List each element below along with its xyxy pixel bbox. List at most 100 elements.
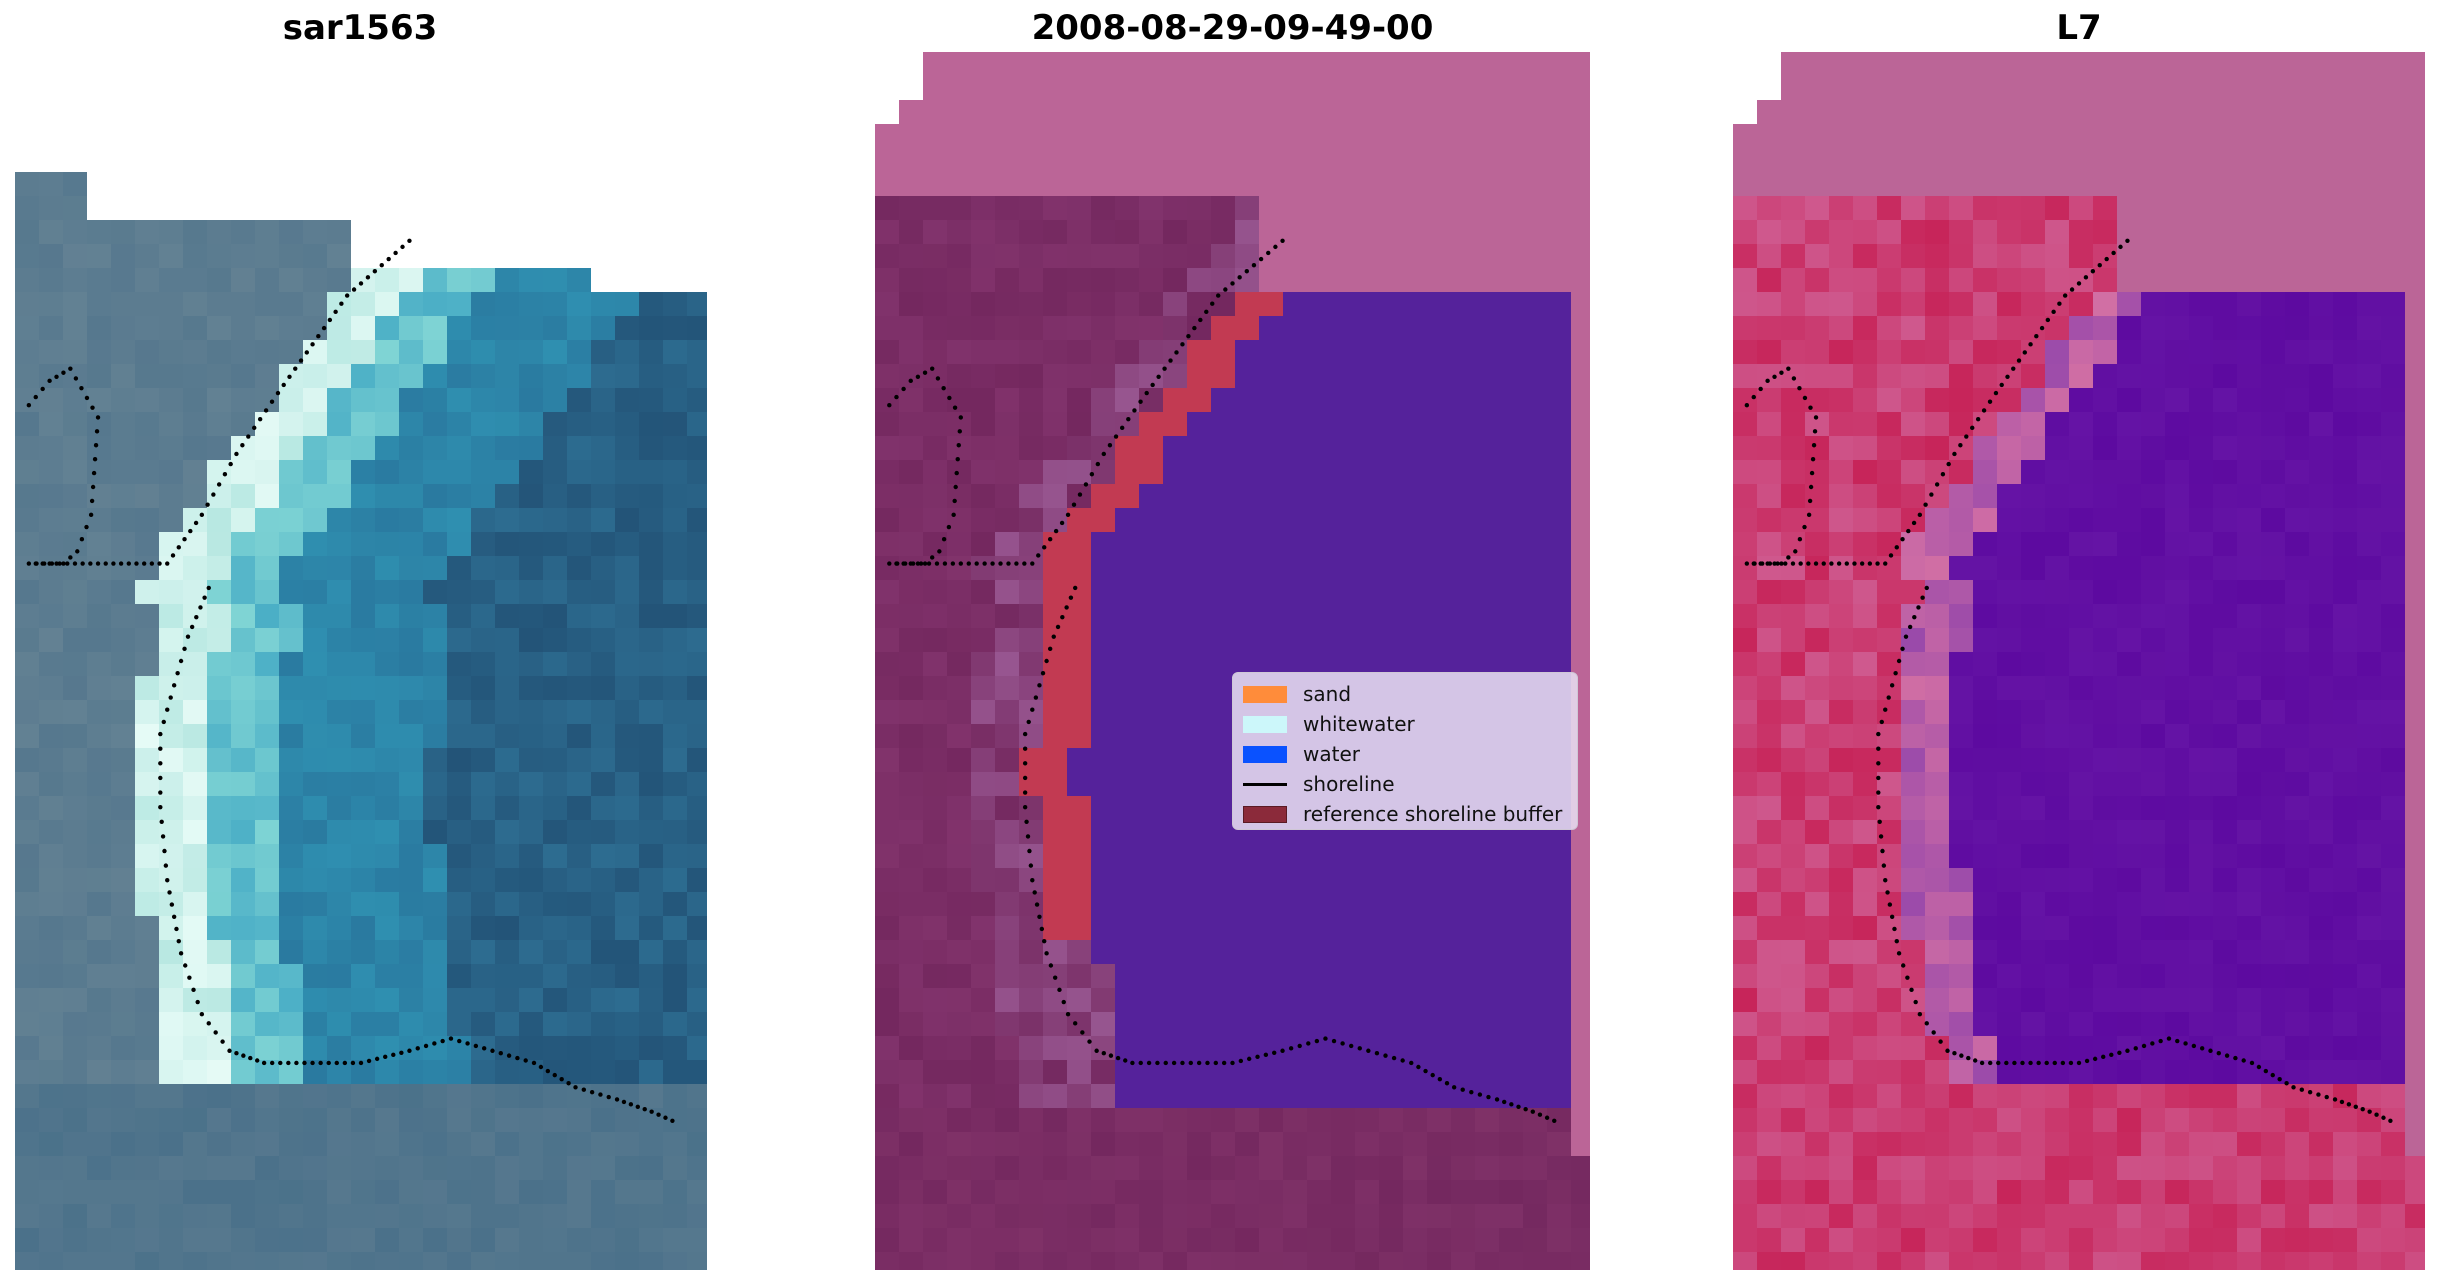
pixel-cell bbox=[875, 484, 899, 508]
pixel-cell bbox=[1997, 148, 2021, 172]
pixel-cell bbox=[2333, 532, 2357, 556]
pixel-cell bbox=[1139, 340, 1163, 364]
pixel-cell bbox=[327, 604, 351, 628]
pixel-cell bbox=[591, 532, 615, 556]
pixel-cell bbox=[63, 196, 87, 220]
shoreline-point bbox=[2012, 1060, 2017, 1066]
pixel-cell bbox=[1427, 628, 1451, 652]
pixel-cell bbox=[471, 1060, 495, 1084]
pixel-cell bbox=[567, 868, 591, 892]
pixel-cell bbox=[2093, 1108, 2117, 1132]
pixel-cell bbox=[567, 628, 591, 652]
pixel-cell bbox=[399, 1012, 423, 1036]
pixel-cell bbox=[1949, 1204, 1973, 1228]
pixel-cell bbox=[1043, 820, 1067, 844]
pixel-cell bbox=[1163, 916, 1187, 940]
pixel-cell bbox=[875, 1252, 899, 1270]
pixel-cell bbox=[327, 460, 351, 484]
pixel-cell bbox=[2093, 364, 2117, 388]
pixel-cell bbox=[1019, 1228, 1043, 1252]
pixel-cell bbox=[2381, 556, 2405, 580]
pixel-cell bbox=[1997, 1204, 2021, 1228]
shoreline-point bbox=[2263, 1068, 2269, 1074]
shoreline-point bbox=[246, 434, 251, 439]
pixel-cell bbox=[2117, 508, 2141, 532]
pixel-cell bbox=[2045, 244, 2069, 268]
pixel-cell bbox=[135, 1084, 159, 1108]
pixel-cell bbox=[2285, 292, 2309, 316]
shoreline-point bbox=[1077, 492, 1083, 497]
pixel-cell bbox=[399, 652, 423, 676]
pixel-cell bbox=[207, 796, 231, 820]
pixel-cell bbox=[1283, 844, 1307, 868]
pixel-cell bbox=[2405, 412, 2425, 436]
pixel-cell bbox=[2237, 1036, 2261, 1060]
pixel-cell bbox=[2357, 244, 2381, 268]
pixel-cell bbox=[899, 196, 923, 220]
pixel-cell bbox=[1853, 556, 1877, 580]
pixel-cell bbox=[1757, 892, 1781, 916]
rgb-image-panel bbox=[15, 172, 707, 1270]
shoreline-point bbox=[1888, 553, 1894, 558]
pixel-cell bbox=[1499, 1228, 1523, 1252]
pixel-cell bbox=[1091, 868, 1115, 892]
pixel-cell bbox=[207, 316, 231, 340]
pixel-cell bbox=[1451, 532, 1475, 556]
pixel-cell bbox=[971, 844, 995, 868]
pixel-cell bbox=[923, 340, 947, 364]
pixel-cell bbox=[1067, 700, 1091, 724]
pixel-cell bbox=[2117, 1012, 2141, 1036]
shoreline-point bbox=[1423, 1068, 1428, 1074]
pixel-cell bbox=[971, 1228, 995, 1252]
pixel-cell bbox=[1307, 1204, 1331, 1228]
pixel-cell bbox=[279, 1204, 303, 1228]
pixel-cell bbox=[663, 1180, 687, 1204]
pixel-cell bbox=[1499, 868, 1523, 892]
pixel-cell bbox=[1901, 1108, 1925, 1132]
pixel-cell bbox=[1997, 628, 2021, 652]
pixel-cell bbox=[1115, 1060, 1139, 1084]
pixel-cell bbox=[1187, 460, 1211, 484]
pixel-cell bbox=[899, 1060, 923, 1084]
pixel-cell bbox=[2309, 1180, 2333, 1204]
pixel-cell bbox=[1139, 556, 1163, 580]
pixel-cell bbox=[875, 844, 899, 868]
pixel-cell bbox=[1163, 100, 1187, 124]
pixel-cell bbox=[2165, 292, 2189, 316]
pixel-cell bbox=[2285, 796, 2309, 820]
pixel-cell bbox=[1355, 1060, 1379, 1084]
shoreline-point bbox=[73, 376, 79, 381]
pixel-cell bbox=[2213, 580, 2237, 604]
pixel-cell bbox=[1019, 1036, 1043, 1060]
pixel-cell bbox=[1187, 1084, 1211, 1108]
pixel-cell bbox=[2117, 1156, 2141, 1180]
pixel-cell bbox=[543, 1156, 567, 1180]
pixel-cell bbox=[351, 796, 375, 820]
pixel-cell bbox=[687, 436, 707, 460]
pixel-cell bbox=[2141, 412, 2165, 436]
pixel-cell bbox=[1019, 340, 1043, 364]
pixel-cell bbox=[1829, 508, 1853, 532]
pixel-cell bbox=[1043, 916, 1067, 940]
pixel-cell bbox=[207, 1132, 231, 1156]
pixel-cell bbox=[2117, 1228, 2141, 1252]
pixel-cell bbox=[1163, 820, 1187, 844]
shoreline-point bbox=[1119, 425, 1125, 431]
pixel-cell bbox=[87, 628, 111, 652]
pixel-cell bbox=[63, 604, 87, 628]
pixel-cell bbox=[2093, 724, 2117, 748]
pixel-cell bbox=[1547, 1180, 1571, 1204]
pixel-cell bbox=[947, 1012, 971, 1036]
pixel-cell bbox=[995, 1132, 1019, 1156]
pixel-cell bbox=[495, 388, 519, 412]
pixel-cell bbox=[1853, 892, 1877, 916]
pixel-cell bbox=[995, 652, 1019, 676]
pixel-cell bbox=[111, 748, 135, 772]
pixel-cell bbox=[1949, 652, 1973, 676]
pixel-cell bbox=[519, 868, 543, 892]
pixel-cell bbox=[1283, 1228, 1307, 1252]
pixel-cell bbox=[1523, 1156, 1547, 1180]
pixel-cell bbox=[1427, 1156, 1451, 1180]
pixel-cell bbox=[2093, 388, 2117, 412]
pixel-cell bbox=[2309, 436, 2333, 460]
